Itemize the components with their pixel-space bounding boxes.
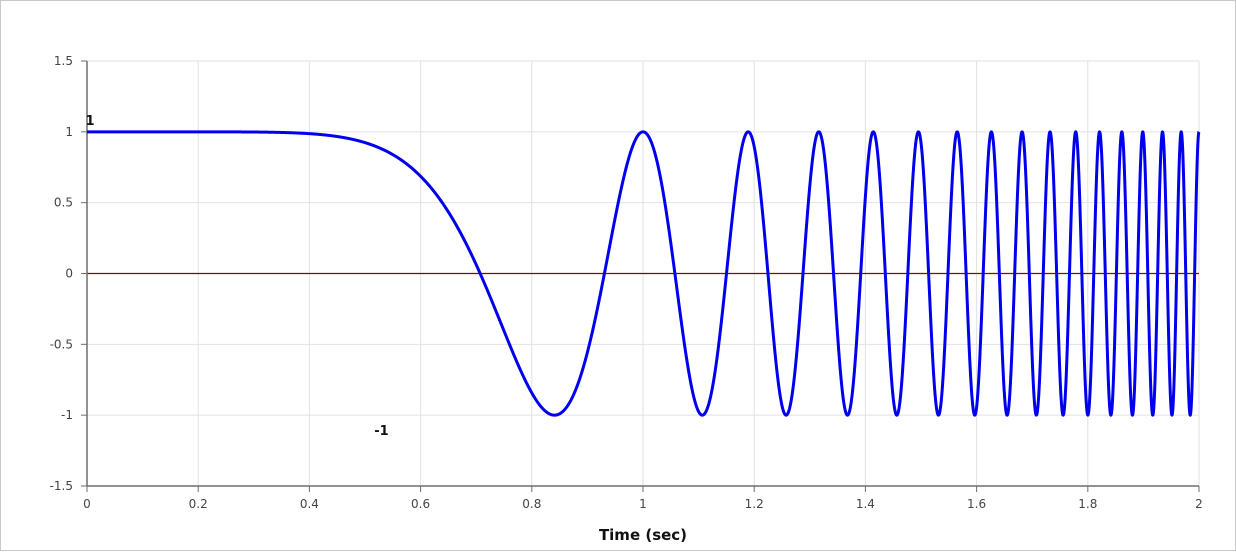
x-tick-label: 1.6	[967, 497, 986, 511]
x-tick-label: 0.4	[300, 497, 319, 511]
y-tick-label: -1	[61, 408, 73, 422]
y-axis-ticks: 1.5 1 0.5 0 -0.5 -1 -1.5	[50, 54, 87, 493]
y-tick-label: 0	[65, 267, 73, 281]
x-tick-label: 0.8	[522, 497, 541, 511]
x-axis-ticks: 0 0.2 0.4 0.6 0.8 1 1.2 1.4 1.6 1.8 2	[83, 486, 1203, 511]
y-tick-label: 1.5	[54, 54, 73, 68]
x-tick-label: 2	[1195, 497, 1203, 511]
series-layer	[85, 130, 1201, 417]
data-label-0: 1	[85, 114, 94, 129]
x-tick-label: 1.4	[856, 497, 875, 511]
y-tick-label: -0.5	[50, 337, 73, 351]
series-line-0	[85, 130, 1201, 417]
x-tick-label: 1.2	[745, 497, 764, 511]
x-tick-label: 1.8	[1078, 497, 1097, 511]
y-tick-label: 1	[65, 125, 73, 139]
x-axis-title: Time (sec)	[599, 526, 687, 544]
y-tick-label: 0.5	[54, 196, 73, 210]
x-tick-label: 1	[639, 497, 647, 511]
annotations: 1 -1	[85, 114, 388, 439]
x-tick-label: 0.2	[189, 497, 208, 511]
data-label-1: -1	[374, 424, 388, 439]
x-tick-label: 0	[83, 497, 91, 511]
y-tick-label: -1.5	[50, 479, 73, 493]
x-tick-label: 0.6	[411, 497, 430, 511]
